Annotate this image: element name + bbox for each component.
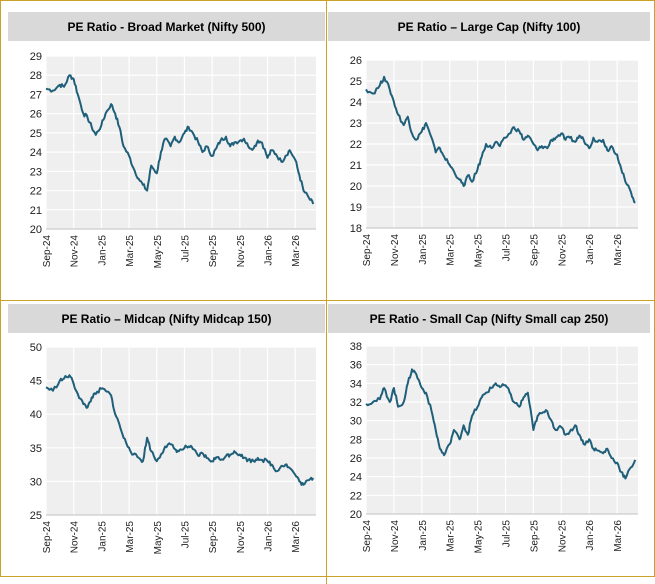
y-tick-label: 18	[350, 223, 362, 235]
x-tick-label: Nov-24	[70, 521, 81, 554]
series-line	[45, 74, 315, 205]
x-tick-label: Mar-26	[291, 521, 302, 553]
x-tick-label: Mar-26	[291, 235, 302, 267]
x-tick-label: Nov-24	[390, 234, 401, 267]
x-tick-label: Nov-25	[236, 235, 247, 268]
plot-area	[46, 347, 316, 515]
x-tick-label: Sep-24	[362, 520, 373, 553]
x-tick-label: Jan-25	[97, 235, 108, 266]
chart-panel-large-cap: PE Ratio – Large Cap (Nifty 100) 18 19 20 2…	[328, 12, 650, 297]
y-tick-label: 24	[350, 472, 362, 484]
series-line	[365, 75, 636, 204]
x-tick-label: Jan-25	[97, 521, 108, 552]
x-tick-label: Nov-25	[557, 234, 568, 267]
y-tick-label: 28	[350, 434, 362, 446]
x-tick-label: Jan-26	[585, 520, 596, 551]
y-tick-label: 30	[30, 476, 42, 488]
chart-panel-midcap: PE Ratio – Midcap (Nifty Midcap 150) 25 3…	[8, 304, 325, 574]
y-tick-label: 27	[30, 89, 42, 101]
y-tick-label: 29	[30, 51, 42, 63]
y-tick-label: 19	[350, 202, 362, 214]
plot-area	[366, 346, 638, 514]
y-tick-label: 40	[30, 409, 42, 421]
y-tick-label: 34	[350, 378, 362, 390]
x-tick-label: Mar-25	[125, 235, 136, 267]
y-tick-label: 24	[30, 147, 42, 159]
x-tick-label: Mar-25	[446, 520, 457, 552]
plot-area	[46, 56, 316, 229]
x-tick-label: Sep-24	[42, 521, 53, 554]
y-tick-label: 22	[350, 490, 362, 502]
y-tick-label: 20	[350, 181, 362, 193]
chart-svg: 20 21 22 23 24 25 26 27 28 29 Sep-24 Nov-24 Jan-25 Ma…	[30, 51, 316, 269]
y-tick-label: 20	[350, 509, 362, 521]
chart-panel-small-cap: PE Ratio - Small Cap (Nifty Small cap 25…	[328, 304, 650, 574]
series-line	[365, 368, 637, 480]
y-tick-label: 23	[30, 166, 42, 178]
x-tick-label: Jan-25	[418, 234, 429, 265]
chart-title: PE Ratio – Midcap (Nifty Midcap 150)	[8, 304, 325, 333]
y-tick-label: 35	[30, 443, 42, 455]
x-tick-label: Mar-26	[613, 520, 624, 552]
x-tick-label: Sep-25	[529, 234, 540, 267]
x-tick-label: Jul-25	[180, 235, 191, 263]
chart-svg: 20 22 24 26 28 30 32 34 36 38 Sep-24 Nov-24 Jan-25 Ma…	[350, 341, 638, 554]
x-tick-label: May-25	[474, 234, 485, 268]
y-tick-label: 26	[350, 55, 362, 67]
x-tick-label: Sep-25	[529, 520, 540, 553]
y-tick-label: 23	[350, 118, 362, 130]
x-tick-label: Jan-25	[418, 520, 429, 551]
x-tick-label: Nov-24	[70, 235, 81, 268]
y-tick-label: 36	[350, 360, 362, 372]
x-tick-label: Sep-24	[362, 234, 373, 267]
chart-svg: 25 30 35 40 45 50 Sep-24 Nov-24 Jan-25 Mar-25 May-…	[30, 342, 316, 555]
y-tick-label: 25	[350, 76, 362, 88]
y-tick-label: 22	[30, 186, 42, 198]
y-tick-label: 30	[350, 416, 362, 428]
x-tick-label: Sep-25	[208, 521, 219, 554]
x-tick-label: Nov-24	[390, 520, 401, 553]
y-tick-label: 20	[30, 224, 42, 236]
chart-title: PE Ratio - Broad Market (Nifty 500)	[8, 12, 325, 41]
x-tick-label: May-25	[474, 520, 485, 554]
y-tick-label: 25	[30, 128, 42, 140]
chart-title: PE Ratio - Small Cap (Nifty Small cap 25…	[328, 304, 650, 333]
x-tick-label: May-25	[153, 521, 164, 555]
x-tick-label: Jul-25	[180, 521, 191, 549]
x-tick-label: Sep-24	[42, 235, 53, 268]
x-tick-label: May-25	[153, 235, 164, 269]
chart-panel-broad-market: PE Ratio - Broad Market (Nifty 500) 20 21…	[8, 12, 325, 297]
y-tick-label: 45	[30, 376, 42, 388]
panel-divider-horizontal	[0, 300, 655, 301]
y-tick-label: 24	[350, 97, 362, 109]
y-tick-label: 21	[350, 160, 362, 172]
y-tick-label: 28	[30, 70, 42, 82]
x-tick-label: Nov-25	[236, 521, 247, 554]
x-tick-label: Sep-25	[208, 235, 219, 268]
x-tick-label: Jan-26	[264, 521, 275, 552]
y-tick-label: 22	[350, 139, 362, 151]
x-tick-label: Mar-26	[613, 234, 624, 266]
y-tick-label: 38	[350, 341, 362, 353]
frame-bottom-border	[0, 576, 655, 577]
x-tick-label: Mar-25	[446, 234, 457, 266]
y-tick-label: 50	[30, 342, 42, 354]
x-tick-label: Mar-25	[125, 521, 136, 553]
frame-top-border	[0, 0, 655, 1]
x-tick-label: Jan-26	[264, 235, 275, 266]
y-tick-label: 25	[30, 510, 42, 522]
y-tick-label: 32	[350, 397, 362, 409]
x-tick-label: Jan-26	[585, 234, 596, 265]
x-tick-label: Jul-25	[501, 520, 512, 548]
x-tick-label: Nov-25	[557, 520, 568, 553]
y-tick-label: 26	[350, 453, 362, 465]
frame-left-border	[0, 0, 1, 577]
chart-title: PE Ratio – Large Cap (Nifty 100)	[328, 12, 650, 41]
x-tick-label: Jul-25	[501, 234, 512, 262]
chart-svg: 18 19 20 21 22 23 24 25 26 Sep-24 Nov-24 Jan-25 Mar-…	[350, 55, 638, 268]
y-tick-label: 26	[30, 109, 42, 121]
panel-divider-vertical	[326, 0, 327, 584]
series-line	[45, 374, 315, 486]
y-tick-label: 21	[30, 205, 42, 217]
